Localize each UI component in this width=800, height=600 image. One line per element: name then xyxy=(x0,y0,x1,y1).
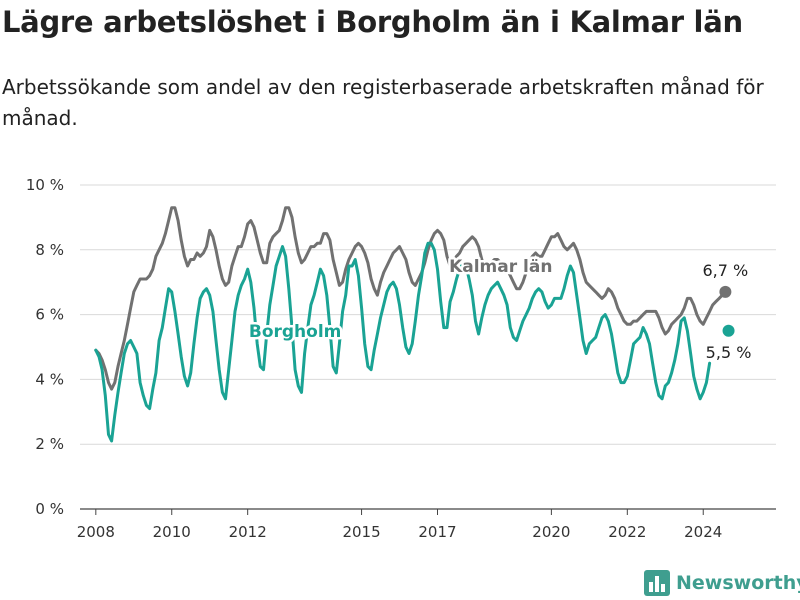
end-point-borgholm xyxy=(722,324,735,337)
series-lines xyxy=(94,206,735,441)
x-tick-label: 2022 xyxy=(608,523,646,541)
series-label-borgholm: Borgholm xyxy=(249,322,342,342)
y-tick-label: 2 % xyxy=(35,435,64,453)
grid-lines xyxy=(80,184,776,510)
x-tick-label: 2012 xyxy=(229,523,267,541)
y-tick-label: 8 % xyxy=(35,241,64,259)
page-subtitle: Arbetssökande som andel av den registerb… xyxy=(2,75,764,130)
x-tick-label: 2020 xyxy=(532,523,570,541)
series-line-borgholm xyxy=(96,243,729,441)
end-value-label-kalmar-l-n: 6,7 % xyxy=(703,261,749,280)
series-line-kalmar-l-n xyxy=(94,206,727,391)
x-tick-label: 2017 xyxy=(418,523,456,541)
y-tick-label: 4 % xyxy=(35,370,64,388)
y-tick-label: 10 % xyxy=(26,176,64,194)
x-tick-label: 2015 xyxy=(342,523,380,541)
y-tick-label: 0 % xyxy=(35,500,64,518)
x-tick-label: 2008 xyxy=(77,523,115,541)
brand-name: Newsworthy xyxy=(676,572,800,594)
page-title: Lägre arbetslöshet i Borgholm än i Kalma… xyxy=(2,5,743,39)
end-value-label-borgholm: 5,5 % xyxy=(706,343,752,362)
bar-chart-logo-icon xyxy=(644,570,670,596)
series-label-kalmar-l-n: Kalmar län xyxy=(449,257,552,277)
x-axis: 2008 2010 2012 2015 2017 2020 2022 2024 xyxy=(77,509,722,541)
series-labels: 6,7 % 5,5 % Kalmar län Borgholm xyxy=(246,255,752,362)
x-tick-label: 2024 xyxy=(684,523,722,541)
x-tick-label: 2010 xyxy=(153,523,191,541)
end-point-kalmar-l-n xyxy=(719,285,732,298)
y-tick-label: 6 % xyxy=(35,306,64,324)
brand-logo: Newsworthy xyxy=(644,567,800,599)
y-axis: 0 % 2 % 4 % 6 % 8 % 10 % xyxy=(26,176,64,518)
